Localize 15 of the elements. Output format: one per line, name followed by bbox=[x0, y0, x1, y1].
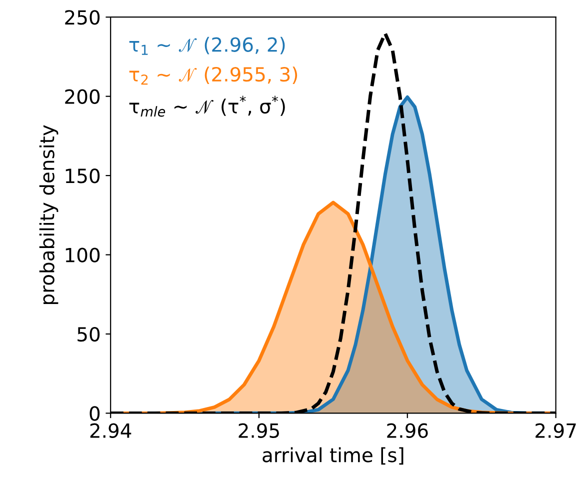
x-axis-title: arrival time [s] bbox=[262, 447, 404, 465]
y-tick-label: 100 bbox=[66, 248, 100, 262]
x-tick-label: 2.94 bbox=[90, 423, 132, 438]
text: τ$_{2}$ ∼ 𝒩 (2.955, 3) bbox=[129, 66, 298, 85]
y-axis-title: probability density bbox=[39, 125, 58, 304]
x-tick-label: 2.96 bbox=[387, 423, 428, 438]
text: τ$_{1}$ ∼ 𝒩 (2.96, 2) bbox=[129, 36, 285, 55]
text: τ$_{mle}$ ∼ 𝒩 (τ$^{*}$, σ$^{*}$) bbox=[129, 96, 285, 117]
y-tick-label: 250 bbox=[65, 10, 100, 25]
y-tick-label: 50 bbox=[78, 326, 100, 342]
y-tick-label: 150 bbox=[66, 168, 100, 184]
y-tick-label: 200 bbox=[65, 89, 100, 104]
x-tick-label: 2.97 bbox=[536, 423, 576, 438]
y-tick-label: 0 bbox=[90, 406, 100, 421]
x-tick-label: 2.95 bbox=[238, 423, 279, 438]
